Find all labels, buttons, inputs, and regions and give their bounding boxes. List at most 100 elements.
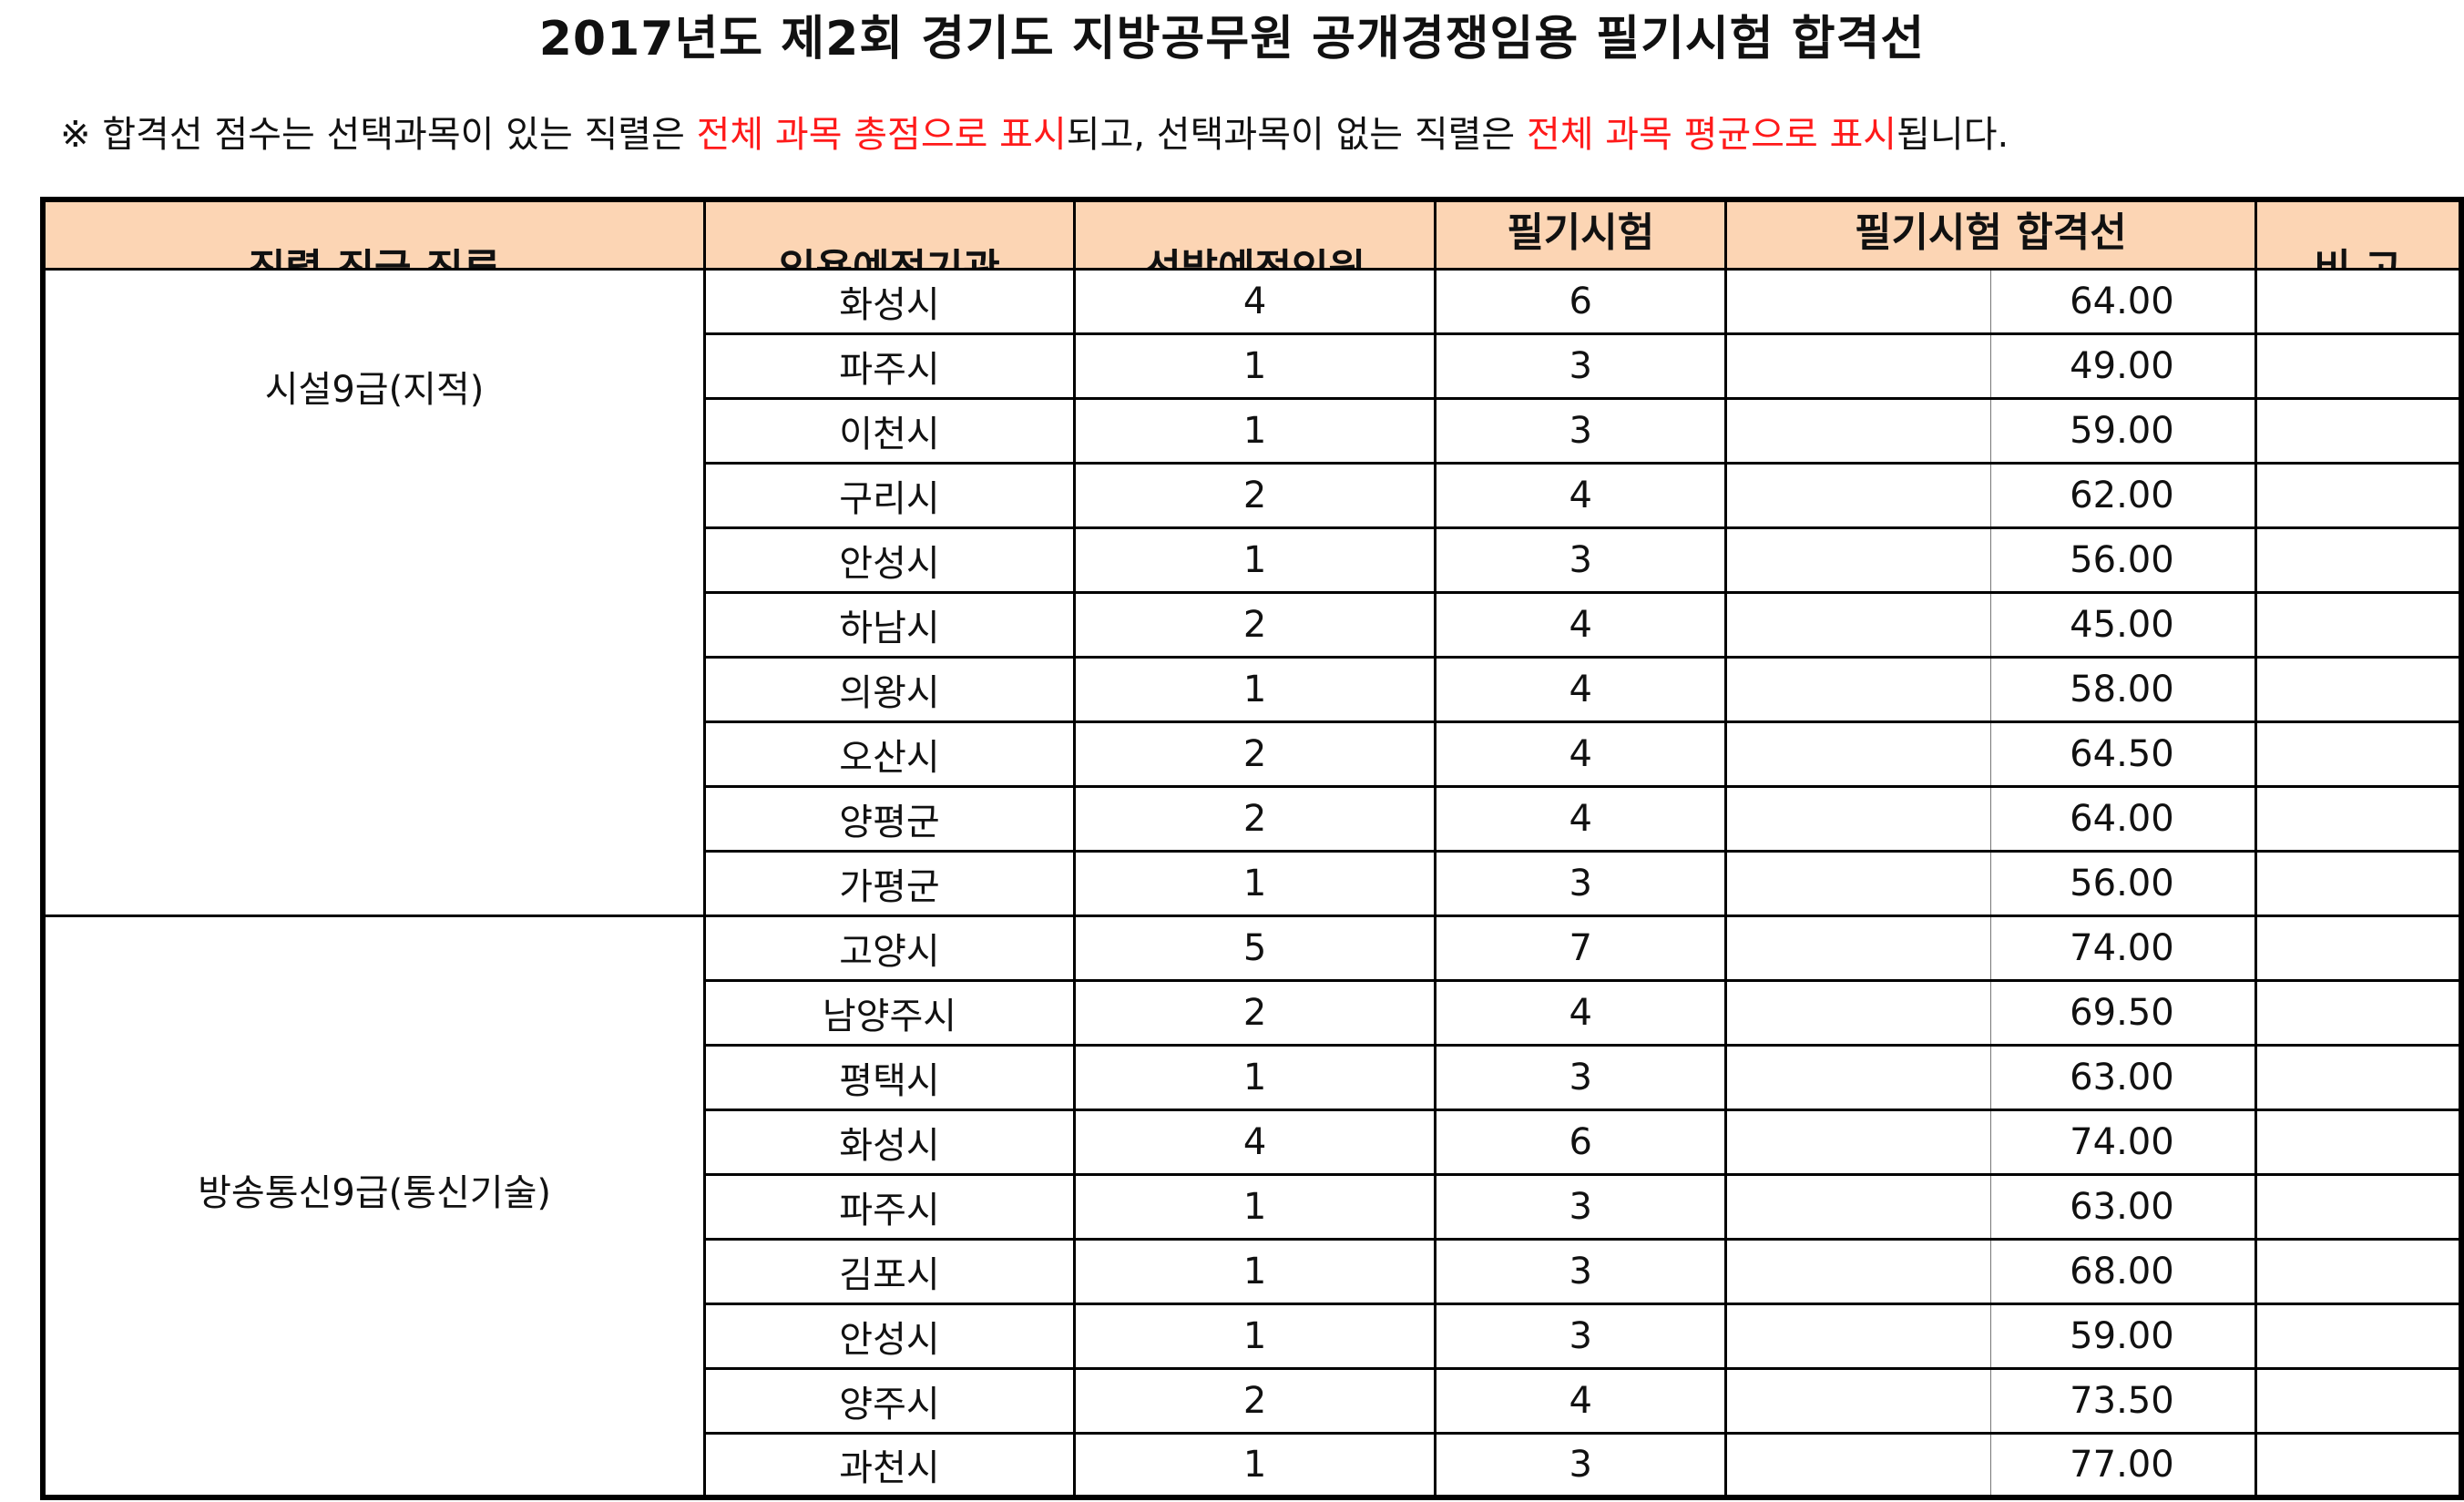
cutoff-blank-cell: [1724, 978, 1991, 1047]
remarks-cell: [2254, 720, 2463, 788]
remarks-cell: [2254, 1431, 2463, 1499]
cutoff-blank-cell: [1724, 461, 1991, 529]
exam-count-cell: 6: [1434, 267, 1728, 335]
page-title: 2017년도 제2회 경기도 지방공무원 공개경쟁임용 필기시험 합격선: [538, 12, 1926, 66]
cutoff-score-cell: 58.00: [1989, 655, 2257, 723]
cutoff-blank-cell: [1724, 396, 1991, 465]
cutoff-blank-cell: [1724, 332, 1991, 400]
cutoff-score-cell: 59.00: [1989, 1302, 2257, 1370]
exam-count-cell: 3: [1434, 849, 1728, 917]
planned-count-cell: 1: [1072, 1431, 1437, 1499]
cutoff-score-cell: 69.50: [1989, 978, 2257, 1047]
table-row: 방송통신9급(통신기술) 고양시 5 7 74.00: [41, 914, 2463, 1499]
agency-cell: 오산시: [703, 720, 1076, 788]
table-row: 파주시 1 3 49.00: [43, 332, 2463, 400]
cutoff-table: 직렬.직급.직류 임용예정기관 선발예정인원 필기시험 필기시험 합격선 비 고…: [40, 197, 2464, 1500]
table-row: 양주시 2 4 73.50: [43, 1366, 2463, 1435]
remarks-cell: [2254, 1302, 2463, 1370]
header-agency: 임용예정기관: [703, 199, 1076, 271]
cutoff-score-cell: 49.00: [1989, 332, 2257, 400]
note-text-1: ※ 합격선 점수는 선택과목이 있는 직렬은: [60, 114, 697, 156]
table-row: 양평군 2 4 64.00: [43, 784, 2463, 853]
table-row: 평택시 1 3 63.00: [43, 1043, 2463, 1111]
exam-count-cell: 4: [1434, 720, 1728, 788]
planned-count-cell: 2: [1072, 784, 1437, 853]
agency-cell: 이천시: [703, 396, 1076, 465]
exam-count-cell: 6: [1434, 1108, 1728, 1176]
exam-count-cell: 4: [1434, 784, 1728, 853]
table-row: 구리시 2 4 62.00: [43, 461, 2463, 529]
agency-cell: 가평군: [703, 849, 1076, 917]
cutoff-blank-cell: [1724, 590, 1991, 659]
note-highlight-total: 전체 과목 총점으로 표시: [696, 114, 1067, 156]
cutoff-score-cell: 56.00: [1989, 526, 2257, 594]
cutoff-score-cell: 77.00: [1989, 1431, 2257, 1499]
cutoff-score-cell: 68.00: [1989, 1237, 2257, 1305]
agency-cell: 양평군: [703, 784, 1076, 853]
remarks-cell: [2254, 267, 2463, 335]
note-text-2: 되고, 선택과목이 없는 직렬은: [1066, 114, 1527, 156]
cutoff-blank-cell: [1724, 267, 1991, 335]
exam-count-cell: 3: [1434, 1302, 1728, 1370]
exam-count-cell: 4: [1434, 1366, 1728, 1435]
cutoff-score-cell: 64.00: [1989, 267, 2257, 335]
table-row: 안성시 1 3 59.00: [43, 1302, 2463, 1370]
table-header-row: 직렬.직급.직류 임용예정기관 선발예정인원 필기시험 필기시험 합격선 비 고: [41, 199, 2463, 271]
cutoff-score-cell: 74.00: [1989, 914, 2257, 982]
cutoff-blank-cell: [1724, 784, 1991, 853]
remarks-cell: [2254, 461, 2463, 529]
cutoff-blank-cell: [1724, 1431, 1991, 1499]
remarks-cell: [2254, 1237, 2463, 1305]
agency-cell: 파주시: [703, 1172, 1076, 1241]
note-highlight-average: 전체 과목 평균으로 표시: [1526, 114, 1897, 156]
header-exam: 필기시험: [1434, 199, 1728, 271]
table-row: 안성시 1 3 56.00: [43, 526, 2463, 594]
score-note: ※ 합격선 점수는 선택과목이 있는 직렬은 전체 과목 총점으로 표시되고, …: [60, 109, 2009, 160]
exam-count-cell: 3: [1434, 1237, 1728, 1305]
table-row: 이천시 1 3 59.00: [43, 396, 2463, 465]
remarks-cell: [2254, 914, 2463, 982]
remarks-cell: [2254, 1366, 2463, 1435]
exam-count-cell: 4: [1434, 655, 1728, 723]
cutoff-blank-cell: [1724, 1043, 1991, 1111]
cutoff-score-cell: 62.00: [1989, 461, 2257, 529]
cutoff-score-cell: 56.00: [1989, 849, 2257, 917]
table-row: 시설9급(지적) 화성시 4 6 64.00: [41, 267, 2463, 917]
cutoff-blank-cell: [1724, 655, 1991, 723]
remarks-cell: [2254, 332, 2463, 400]
remarks-cell: [2254, 590, 2463, 659]
exam-count-cell: 3: [1434, 526, 1728, 594]
remarks-cell: [2254, 526, 2463, 594]
cutoff-blank-cell: [1724, 720, 1991, 788]
table-row: 남양주시 2 4 69.50: [43, 978, 2463, 1047]
table-row: 화성시 4 6 74.00: [43, 1108, 2463, 1176]
planned-count-cell: 1: [1072, 396, 1437, 465]
planned-count-cell: 1: [1072, 526, 1437, 594]
table-row: 파주시 1 3 63.00: [43, 1172, 2463, 1241]
note-text-3: 됩니다.: [1897, 114, 2009, 156]
planned-count-cell: 1: [1072, 1043, 1437, 1111]
table-row: 의왕시 1 4 58.00: [43, 655, 2463, 723]
exam-count-cell: 4: [1434, 461, 1728, 529]
header-planned: 선발예정인원: [1072, 199, 1437, 271]
remarks-cell: [2254, 784, 2463, 853]
exam-count-cell: 3: [1434, 1172, 1728, 1241]
remarks-cell: [2254, 396, 2463, 465]
planned-count-cell: 1: [1072, 332, 1437, 400]
remarks-cell: [2254, 1172, 2463, 1241]
position-cell: 방송통신9급(통신기술): [41, 914, 707, 1499]
exam-count-cell: 7: [1434, 914, 1728, 982]
cutoff-blank-cell: [1724, 526, 1991, 594]
planned-count-cell: 4: [1072, 1108, 1437, 1176]
agency-cell: 화성시: [703, 1108, 1076, 1176]
cutoff-score-cell: 64.00: [1989, 784, 2257, 853]
cutoff-score-cell: 45.00: [1989, 590, 2257, 659]
planned-count-cell: 2: [1072, 978, 1437, 1047]
cutoff-score-cell: 59.00: [1989, 396, 2257, 465]
agency-cell: 고양시: [703, 914, 1076, 982]
header-remarks: 비 고: [2254, 199, 2463, 271]
cutoff-blank-cell: [1724, 1237, 1991, 1305]
agency-cell: 김포시: [703, 1237, 1076, 1305]
header-position: 직렬.직급.직류: [41, 199, 707, 271]
exam-count-cell: 3: [1434, 396, 1728, 465]
